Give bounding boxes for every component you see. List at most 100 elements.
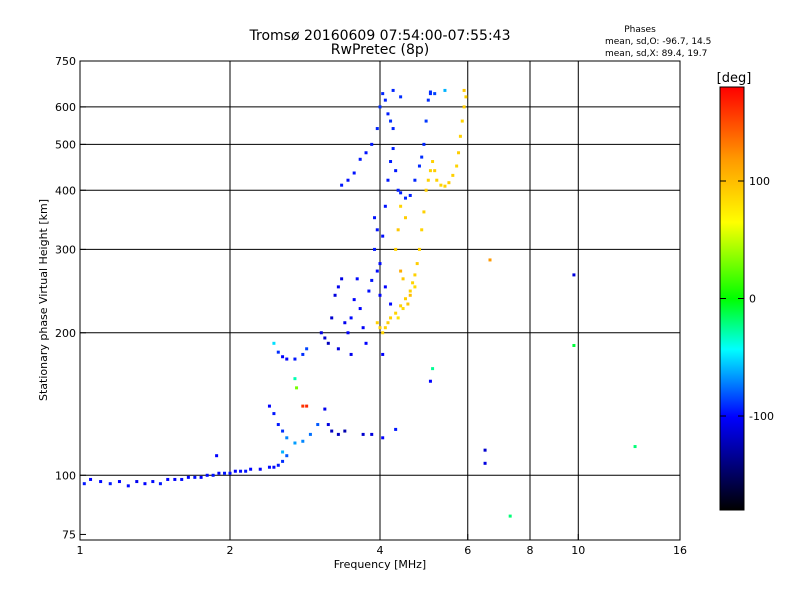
data-point [399,269,403,273]
data-point [433,169,437,173]
data-point [166,477,170,481]
data-point [343,429,347,433]
data-point [375,269,379,273]
data-point [355,277,359,281]
data-point [426,178,430,182]
data-point [396,316,400,320]
y-tick-label: 75 [62,528,76,541]
data-point [293,357,297,361]
data-point [411,281,415,285]
data-point [285,454,289,458]
data-point [422,142,426,146]
data-point [301,439,305,443]
y-tick-label: 750 [55,55,76,68]
data-point [358,307,362,311]
chart-title: Tromsø 20160609 07:54:00-07:55:43 [249,28,511,44]
data-point [381,331,385,335]
data-point [417,164,421,168]
data-point [378,105,382,109]
data-point [336,347,340,351]
data-point [293,377,297,381]
data-point [447,181,451,185]
x-tick-label: 10 [571,544,585,557]
data-point [428,90,432,94]
data-point [358,157,362,161]
data-point [464,95,468,99]
data-point [413,178,417,182]
data-point [352,171,356,175]
data-point [394,169,398,173]
data-point [126,484,130,488]
data-point [508,514,512,518]
data-point [267,404,271,408]
data-point [267,465,271,469]
data-point [143,482,147,486]
data-point [361,432,365,436]
data-point [281,429,285,433]
data-point [483,448,487,452]
data-point [117,480,121,484]
data-point [193,475,197,479]
data-point [349,316,353,320]
data-point [281,355,285,359]
data-point [276,350,280,354]
data-point [326,341,330,345]
data-point [389,160,393,164]
data-point [403,216,407,220]
data-point [399,191,403,195]
data-point [383,326,387,330]
data-point [383,98,387,102]
data-point [346,331,350,335]
data-point [295,386,299,390]
data-point [375,228,379,232]
data-point [343,321,347,325]
data-point [364,341,368,345]
data-point [420,155,424,159]
data-point [422,210,426,214]
data-point [285,436,289,440]
y-tick-label: 600 [55,101,76,114]
data-point [370,432,374,436]
data-point [228,471,232,475]
data-point [401,307,405,311]
colorbar-ticks: 100 0 -100 [720,175,774,423]
data-point [301,352,305,356]
data-point [424,119,428,123]
data-point [180,477,184,481]
data-point [408,289,412,293]
x-tick-label: 1 [77,544,84,557]
y-tick-label: 100 [55,469,76,482]
data-point [381,92,385,96]
data-point [426,98,430,102]
data-points [82,88,637,518]
data-point [223,471,227,475]
data-point [367,289,371,293]
phases-x-line: mean, sd,X: 89.4, 19.7 [605,49,707,59]
data-point [394,427,398,431]
data-point [316,423,320,427]
data-point [455,164,459,168]
data-point [443,88,447,92]
data-point [443,184,447,188]
data-point [308,432,312,436]
data-point [394,311,398,315]
y-tick-label: 200 [55,327,76,340]
data-point [399,304,403,308]
colorbar-label: [deg] [717,71,752,86]
x-tick-label: 6 [464,544,471,557]
data-point [381,234,385,238]
data-point [375,321,379,325]
data-point [352,298,356,302]
data-point [330,316,334,320]
data-point [258,467,262,471]
data-point [336,432,340,436]
x-tick-label: 4 [377,544,384,557]
data-point [272,412,276,416]
data-point [340,183,344,187]
data-point [415,262,419,266]
phases-o-line: mean, sd,O: -96.7, 14.5 [605,37,711,47]
x-axis-label: Frequency [MHz] [334,558,426,571]
data-point [396,188,400,192]
data-point [373,216,377,220]
